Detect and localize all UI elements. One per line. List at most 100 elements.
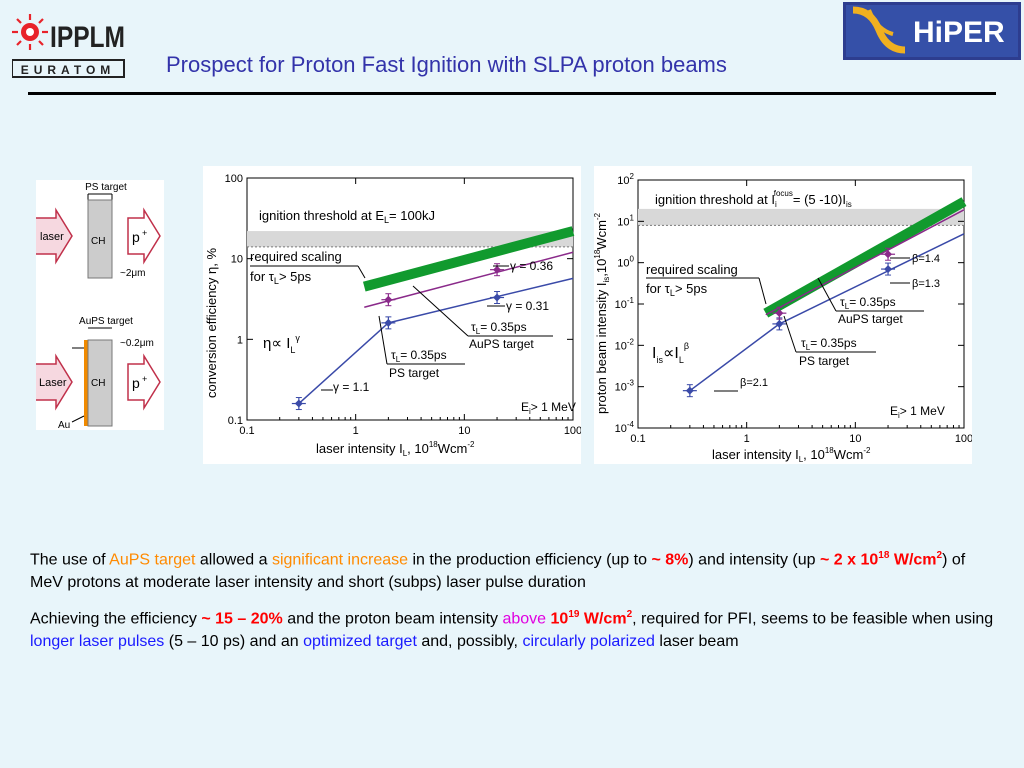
fit-line xyxy=(298,322,389,405)
aups-ch-label: CH xyxy=(91,378,105,389)
ps-tau-label: τL= 0.35ps xyxy=(801,336,857,352)
y-axis-label: proton beam intensity Iis,1018Wcm-2 xyxy=(594,212,611,414)
y-axis-label: conversion efficiency η, % xyxy=(204,248,219,398)
fit-line xyxy=(364,251,574,308)
x-tick-label: 10 xyxy=(849,433,861,445)
beta-21-label: β=2.1 xyxy=(740,377,768,389)
required-scaling-band xyxy=(763,197,967,318)
summary-paragraph-2: Achieving the efficiency ~ 15 – 20% and … xyxy=(30,609,994,651)
svg-text:+: + xyxy=(142,228,147,238)
ps-laser-label: laser xyxy=(40,231,64,243)
data-point xyxy=(685,386,694,395)
logo-hiper-text: HiPER xyxy=(913,16,1005,49)
scaling-label: required scaling xyxy=(250,249,342,264)
plot-frame xyxy=(246,177,574,421)
y-tick-label: 102 xyxy=(617,172,634,187)
gamma-036-label: γ = 0.36 xyxy=(510,259,553,273)
aups-proton-label: p xyxy=(132,375,140,391)
x-axis-label: laser intensity IL, 1018Wcm-2 xyxy=(316,440,475,458)
aups-laser-label: Laser xyxy=(39,377,67,389)
y-tick-label: 10-4 xyxy=(615,420,635,435)
ipplm-logo: IPPLM EURATOM xyxy=(11,12,127,80)
data-point xyxy=(884,250,893,259)
efficiency-chart: 0.1 1 10 100 0.1 1 10 100 ignition threshold at… xyxy=(203,166,582,464)
energy-label: Ei> 1 MeV xyxy=(521,400,576,416)
data-point xyxy=(384,295,393,304)
threshold-band xyxy=(638,208,964,226)
sunburst-icon xyxy=(12,14,48,50)
scaling-tau: for τL> 5ps xyxy=(646,281,708,298)
x-tick-label: 100 xyxy=(564,425,581,437)
y-tick-label: 10-2 xyxy=(615,337,635,352)
title-divider xyxy=(28,92,996,95)
au-layer xyxy=(84,340,88,426)
threshold-band xyxy=(247,231,573,247)
aups-tau-label: τL= 0.35ps xyxy=(840,295,896,311)
y-tick-label: 0.1 xyxy=(228,415,243,427)
y-tick-label: 1 xyxy=(237,334,243,346)
x-tick-label: 0.1 xyxy=(630,433,645,445)
proton-arrow-icon xyxy=(127,207,161,265)
summary-paragraph-1: The use of AuPS target allowed a signifi… xyxy=(30,550,966,592)
data-point xyxy=(884,265,893,274)
ps-ch-label: CH xyxy=(91,236,105,247)
logo-ipplm-text: IPPLM xyxy=(50,21,125,54)
threshold-label: ignition threshold at Iifocus= (5 -10)Ii… xyxy=(655,189,852,209)
required-scaling-band xyxy=(362,226,575,292)
aups-target-label: AuPS target xyxy=(469,337,534,351)
data-point xyxy=(775,319,784,328)
ps-target-title: PS target xyxy=(85,182,127,193)
scaling-tau: for τL> 5ps xyxy=(250,269,312,286)
ps-target-label: PS target xyxy=(799,354,850,368)
fit-line xyxy=(779,233,965,325)
fit-line xyxy=(388,277,574,324)
y-tick-label: 100 xyxy=(617,255,634,270)
intensity-chart: 0.1 1 10 100 102 101 100 10-1 10-2 10-3 10-4 ignit… xyxy=(593,166,973,464)
logo-euratom-text: EURATOM xyxy=(21,63,116,77)
x-tick-label: 1 xyxy=(353,425,359,437)
fit-line xyxy=(689,323,780,392)
data-point xyxy=(294,399,303,408)
ps-proton-label: p xyxy=(132,229,140,245)
gamma-11-label: γ = 1.1 xyxy=(333,380,370,394)
page-title: Prospect for Proton Fast Ignition with S… xyxy=(166,52,727,77)
threshold-label: ignition threshold at EL= 100kJ xyxy=(259,208,435,225)
y-tick-label: 101 xyxy=(617,213,634,228)
fit-line xyxy=(765,209,965,316)
laser-arrow-icon xyxy=(36,207,73,265)
au-label: Au xyxy=(58,420,70,430)
aups-target-label: AuPS target xyxy=(838,312,903,326)
y-tick-label: 10 xyxy=(231,254,243,266)
x-axis-label: laser intensity IL, 1018Wcm-2 xyxy=(712,446,871,464)
energy-label: Ei> 1 MeV xyxy=(890,404,945,420)
svg-text:~2μm: ~2μm xyxy=(120,268,146,279)
x-tick-label: 0.1 xyxy=(239,425,254,437)
data-point xyxy=(775,309,784,318)
laser-arrow-icon xyxy=(36,353,73,411)
x-tick-label: 100 xyxy=(955,433,972,445)
y-tick-label: 10-3 xyxy=(615,379,635,394)
aups-tau-label: τL= 0.35ps xyxy=(471,320,527,336)
x-tick-label: 10 xyxy=(458,425,470,437)
y-tick-label: 10-1 xyxy=(615,296,635,311)
aups-target-title: AuPS target xyxy=(79,316,133,327)
beta-14-label: β=1.4 xyxy=(912,253,940,265)
proton-arrow-icon xyxy=(127,353,161,411)
svg-text:~0.2μm: ~0.2μm xyxy=(120,338,154,349)
eta-formula: η∝ ILγ xyxy=(263,333,300,355)
ps-ch-layer xyxy=(87,199,113,279)
scaling-label: required scaling xyxy=(646,262,738,277)
data-point xyxy=(493,265,502,274)
ps-target-label: PS target xyxy=(389,366,440,380)
y-tick-label: 100 xyxy=(225,173,243,185)
beta-13-label: β=1.3 xyxy=(912,278,940,290)
gamma-031-label: γ = 0.31 xyxy=(506,299,549,313)
hiper-logo: HiPER xyxy=(843,2,1021,60)
target-diagram: PS target laser CH p + ~2μm AuPS target … xyxy=(36,180,164,431)
beta-formula: Iis∝ILβ xyxy=(652,341,689,365)
data-point xyxy=(384,318,393,327)
ps-tau-label: τL= 0.35ps xyxy=(391,348,447,364)
aups-ch-layer xyxy=(87,339,113,427)
x-tick-label: 1 xyxy=(744,433,750,445)
svg-text:+: + xyxy=(142,374,147,384)
